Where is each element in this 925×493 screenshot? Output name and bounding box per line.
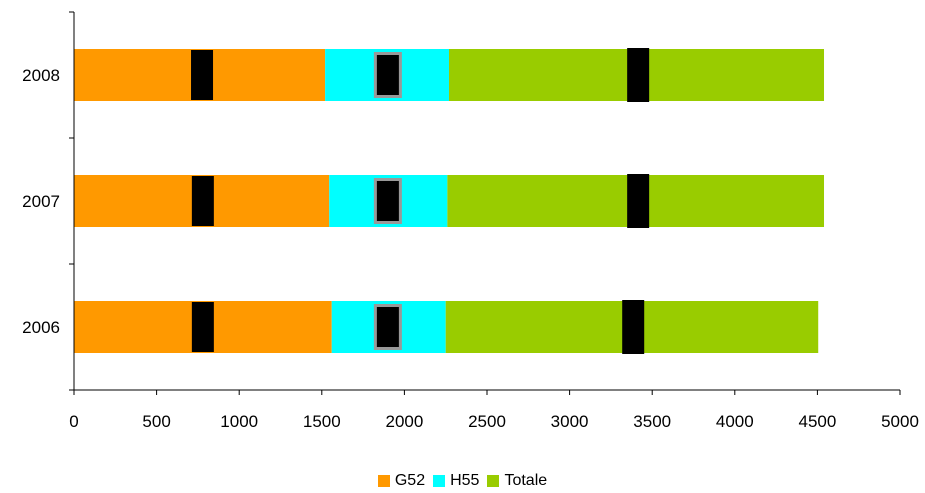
stacked-bar-chart: 0 500 1000 1500 2000 2500 3000 3500 4000 4500 5000…	[22, 11, 919, 431]
x-tick-label-500: 500	[142, 412, 170, 431]
axes-layer	[69, 11, 901, 395]
x-tick-label-1500: 1500	[303, 412, 341, 431]
marker-h55-2008	[376, 55, 399, 95]
legend-item-h55: H55	[433, 472, 479, 490]
x-tick-label-2000: 2000	[385, 412, 423, 431]
legend-label-g52: G52	[394, 472, 426, 489]
x-tick-label-4000: 4000	[716, 412, 754, 431]
x-tick-label-2500: 2500	[468, 412, 506, 431]
y-tick-label-2008: 2008	[22, 66, 60, 85]
marker-h55-2006	[376, 307, 399, 347]
bars-layer	[74, 49, 825, 353]
legend-item-g52: G52	[377, 472, 426, 490]
marker-h55-2007	[376, 181, 399, 221]
x-tick-label-4500: 4500	[798, 412, 836, 431]
y-tick-labels: 2008 2007 2006	[22, 66, 60, 337]
marker-g52-2006	[191, 302, 214, 352]
x-tick-label-5000: 5000	[881, 412, 919, 431]
markers-layer	[191, 48, 650, 354]
marker-totale-2008	[627, 48, 650, 102]
marker-g52-2008	[191, 50, 214, 100]
marker-totale-2007	[627, 174, 650, 228]
legend-swatch-totale	[487, 475, 500, 487]
x-tick-label-0: 0	[69, 412, 78, 431]
x-tick-label-3000: 3000	[551, 412, 589, 431]
legend-item-totale: Totale	[487, 472, 547, 490]
y-tick-label-2007: 2007	[22, 192, 60, 211]
x-tick-labels: 0 500 1000 1500 2000 2500 3000 3500 4000 4500 5000	[69, 412, 919, 431]
marker-totale-2006	[622, 300, 645, 354]
legend: G52 H55 Totale	[0, 472, 925, 490]
x-tick-label-1000: 1000	[220, 412, 258, 431]
legend-label-totale: Totale	[504, 472, 548, 489]
legend-swatch-h55	[433, 475, 446, 487]
legend-label-h55: H55	[450, 472, 480, 489]
marker-g52-2007	[191, 176, 214, 226]
legend-swatch-g52	[377, 475, 390, 487]
x-tick-label-3500: 3500	[633, 412, 671, 431]
y-tick-label-2006: 2006	[22, 318, 60, 337]
